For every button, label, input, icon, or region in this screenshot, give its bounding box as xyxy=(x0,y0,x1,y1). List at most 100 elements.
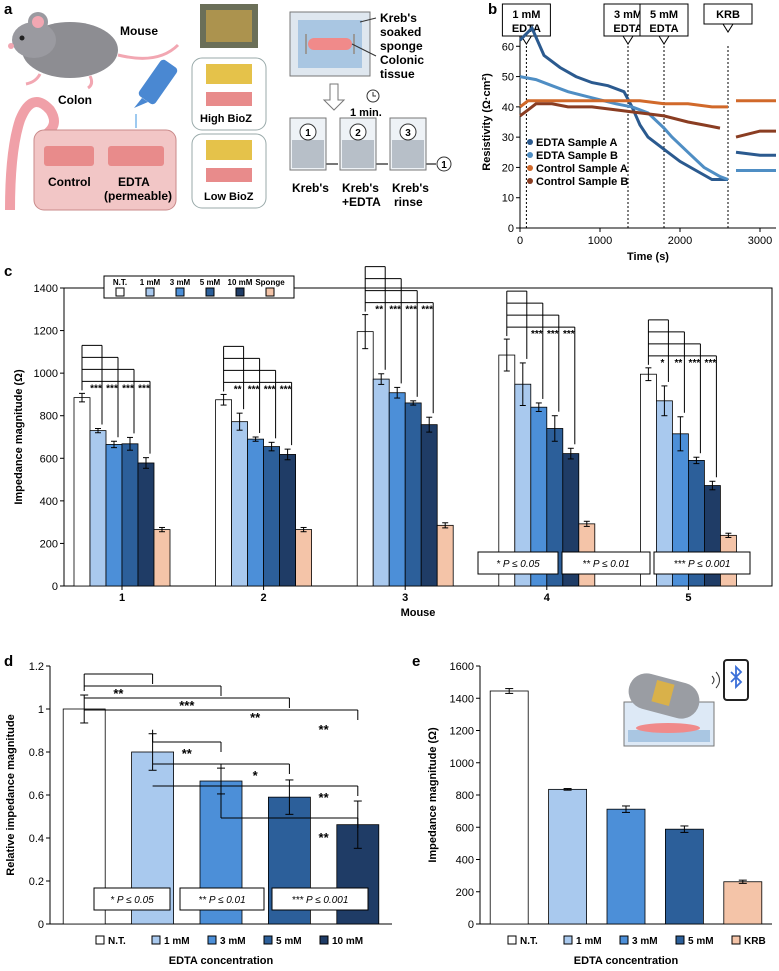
annotation-pointer xyxy=(658,35,670,45)
chart-b-resistivity: 0102030405060700100020003000Time (s)Resi… xyxy=(481,3,776,263)
y-tick-label: 10 xyxy=(502,193,514,205)
y-tick-label: 0 xyxy=(38,919,44,931)
legend-marker xyxy=(527,139,533,145)
beaker-step-3: 3 xyxy=(389,117,427,171)
y-tick-label: 400 xyxy=(456,855,474,867)
chart-e-capsule-impedance: 0 200 400 600 800 1000 1200 1400 1600 Impedance m… xyxy=(427,659,772,967)
bar xyxy=(606,808,646,925)
annotation-box xyxy=(639,3,689,37)
significance-label: *** xyxy=(421,305,433,316)
y-tick-label: 0.6 xyxy=(29,790,44,802)
x-tick-label: 1 xyxy=(119,592,125,604)
legend-label: N.T. xyxy=(520,936,538,947)
annotation-pointer xyxy=(622,35,634,45)
x-tick-label: 2000 xyxy=(668,235,692,247)
significance-label: ** xyxy=(113,686,124,701)
y-tick-label: 1200 xyxy=(34,326,58,338)
bar xyxy=(548,788,587,925)
significance-label: *** xyxy=(138,383,150,394)
pvalue-box xyxy=(561,551,651,575)
bar xyxy=(436,524,454,587)
legend-swatch xyxy=(145,287,155,297)
legend-label: 5 mM xyxy=(200,278,221,287)
panel-a-schematic: a Mouse Colon Control EDTA (permeable) xyxy=(4,1,452,211)
y-axis-label: Resistivity (Ω·cm²) xyxy=(481,73,493,171)
y-axis-label: Impedance magnitude (Ω) xyxy=(13,369,25,505)
legend-label: Control Sample A xyxy=(536,163,628,175)
y-tick-label: 200 xyxy=(456,887,474,899)
annotation-sublabel: EDTA xyxy=(613,23,642,35)
y-tick-label: 0.8 xyxy=(29,747,44,759)
x-tick-label: 4 xyxy=(544,592,551,604)
edta-tissue xyxy=(108,146,164,166)
legend-label: EDTA Sample A xyxy=(536,137,618,149)
significance-label: ** xyxy=(319,722,330,737)
panel-e-letter: e xyxy=(412,653,420,670)
legend-swatch xyxy=(507,935,517,945)
significance-label: ** xyxy=(375,305,383,316)
bar xyxy=(89,430,107,587)
bar xyxy=(372,378,390,587)
tissue-label-1: Colonic xyxy=(380,53,424,67)
low-bioz-label: Low BioZ xyxy=(204,191,254,203)
x-tick-label: 2 xyxy=(261,592,267,604)
significance-label: ** xyxy=(182,746,193,761)
significance-label: ** xyxy=(234,384,242,395)
x-tick-label: 3 xyxy=(402,592,408,604)
y-tick-label: 0.2 xyxy=(29,876,44,888)
phone-bluetooth-icon xyxy=(711,659,749,701)
step-3-sublabel: rinse xyxy=(394,195,423,209)
legend-swatch xyxy=(205,287,215,297)
y-axis-label: Relative impedance magnitude xyxy=(5,714,17,875)
annotation-label: KRB xyxy=(716,9,740,21)
sponge-label-2: soaked xyxy=(380,25,421,39)
colon-label: Colon xyxy=(58,93,92,107)
pvalue-note: ** P ≤ 0.01 xyxy=(198,895,245,906)
x-axis-label: EDTA concentration xyxy=(574,955,679,967)
significance-label: *** xyxy=(705,358,717,369)
bar xyxy=(723,881,763,925)
series-line xyxy=(519,99,728,109)
annotation-box xyxy=(501,3,551,37)
legend-swatch xyxy=(731,935,741,945)
significance-label: *** xyxy=(122,383,134,394)
series-line xyxy=(735,150,776,157)
y-tick-label: 20 xyxy=(502,162,514,174)
y-tick-label: 800 xyxy=(456,790,474,802)
bar xyxy=(404,402,422,587)
pvalue-box xyxy=(93,887,171,911)
step-2-number: 2 xyxy=(355,128,361,139)
significance-label: *** xyxy=(563,329,575,340)
bar xyxy=(247,438,265,587)
panel-a-letter: a xyxy=(4,1,13,18)
pvalue-box xyxy=(477,551,559,575)
y-tick-label: 200 xyxy=(40,538,58,550)
series-line xyxy=(519,102,721,130)
dropper-icon xyxy=(134,59,178,128)
bar xyxy=(73,397,91,587)
bar xyxy=(263,446,281,587)
x-axis-label: EDTA concentration xyxy=(169,955,274,967)
colon-illustration xyxy=(5,97,59,211)
legend-marker xyxy=(527,165,533,171)
panel-d-letter: d xyxy=(4,653,13,670)
step-1-number: 1 xyxy=(305,128,311,139)
x-axis-label: Time (s) xyxy=(627,251,669,263)
bar xyxy=(231,421,249,587)
bar xyxy=(105,444,123,587)
y-tick-label: 60 xyxy=(502,41,514,53)
significance-label: *** xyxy=(264,384,276,395)
significance-label: *** xyxy=(280,384,292,395)
sponge-label-3: sponge xyxy=(380,39,423,53)
y-tick-label: 1 xyxy=(38,704,44,716)
significance-label: * xyxy=(253,768,259,783)
panel-c-letter: c xyxy=(4,263,12,280)
step-2-sublabel: +EDTA xyxy=(342,195,381,209)
pvalue-note: *** P ≤ 0.001 xyxy=(674,559,731,570)
bar xyxy=(279,454,297,587)
x-axis-label: Mouse xyxy=(401,607,436,619)
down-arrow-icon xyxy=(322,83,346,111)
edta-label: EDTA xyxy=(118,175,150,189)
capsule-illustration xyxy=(623,673,715,747)
